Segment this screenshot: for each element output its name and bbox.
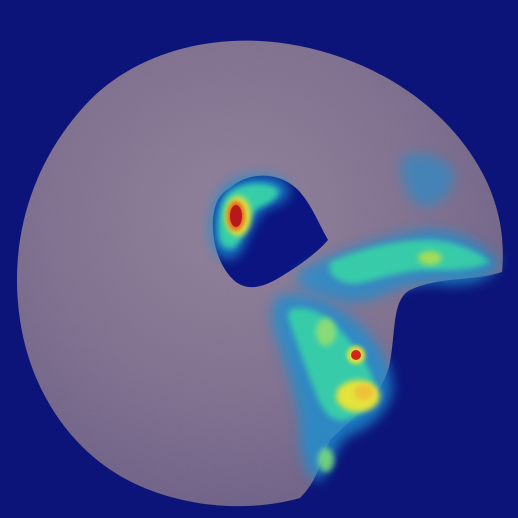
heat-hotspot-hole-rim [210, 175, 289, 259]
heat-region-lower-bite [272, 294, 392, 482]
heat-band-bite-edge [297, 153, 500, 302]
